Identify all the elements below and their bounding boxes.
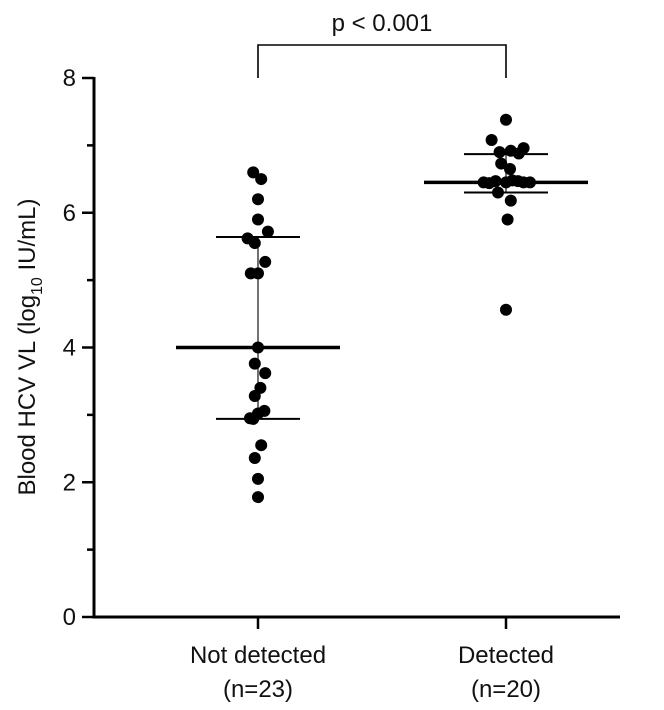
data-point — [255, 173, 268, 186]
data-point — [485, 133, 498, 146]
data-point — [247, 412, 260, 425]
data-point — [255, 439, 268, 452]
group-not-detected — [176, 166, 340, 504]
data-point — [252, 267, 264, 280]
y-tick-label: 8 — [63, 65, 76, 92]
y-axis-label-unit: IU/mL) — [14, 198, 41, 277]
data-point — [248, 390, 261, 403]
data-point — [504, 194, 517, 207]
p-value-label: p < 0.001 — [332, 10, 433, 37]
data-point — [259, 255, 272, 268]
significance-bracket — [257, 44, 507, 78]
data-point — [259, 367, 272, 380]
data-point — [501, 213, 514, 226]
y-tick-label: 2 — [63, 469, 76, 496]
data-point — [261, 225, 274, 238]
data-point — [252, 491, 264, 504]
y-tick-label: 4 — [63, 335, 76, 362]
data-point — [504, 162, 516, 175]
x-category-count: (n=23) — [223, 676, 293, 703]
x-category-count: (n=20) — [471, 676, 541, 703]
data-point — [248, 237, 261, 250]
y-axis-label-main: Blood HCV VL (log — [14, 295, 41, 496]
y-axis: 0 2 4 6 8 — [63, 65, 96, 631]
data-point — [247, 166, 260, 179]
data-point — [248, 357, 261, 370]
x-category-label: Not detected — [190, 642, 326, 669]
y-axis-label-subscript: 10 — [29, 277, 46, 295]
data-point — [493, 146, 506, 159]
data-point — [495, 157, 508, 170]
data-point — [500, 113, 512, 126]
data-point — [252, 472, 264, 485]
data-point — [492, 186, 504, 199]
data-point — [252, 213, 264, 226]
y-tick-label: 6 — [63, 200, 76, 227]
significance-annotation: p < 0.001 — [257, 10, 507, 78]
x-axis: Not detected (n=23) Detected (n=20) — [92, 615, 620, 703]
data-point — [252, 193, 264, 206]
x-category-label: Detected — [458, 642, 554, 669]
group-detected — [424, 113, 588, 316]
y-axis-label: Blood HCV VL (log10 IU/mL) — [14, 198, 46, 495]
data-point — [512, 147, 525, 160]
data-point — [248, 451, 261, 464]
y-tick-label: 0 — [63, 604, 76, 631]
data-point — [500, 303, 512, 316]
groups-layer — [176, 113, 588, 504]
